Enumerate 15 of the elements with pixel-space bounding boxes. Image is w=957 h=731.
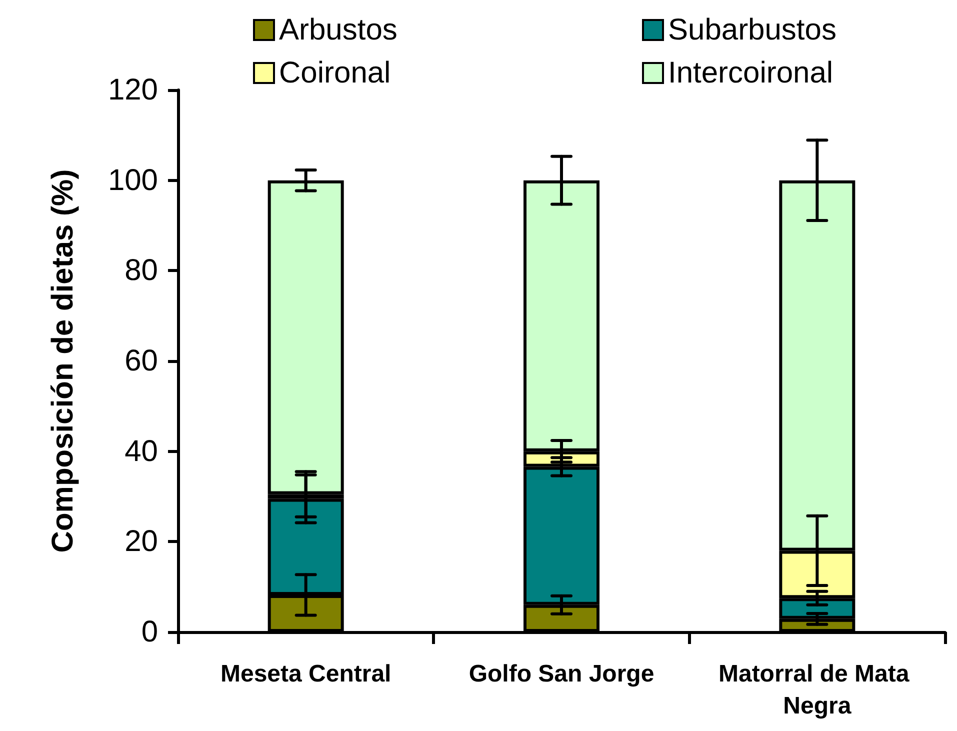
legend-label: Intercoironal [668, 56, 834, 90]
x-tick-label: Golfo San Jorge [468, 660, 654, 688]
y-tick-label: 0 [141, 616, 158, 648]
legend-label: Arbustos [279, 14, 398, 46]
y-tick-label: 20 [124, 525, 158, 558]
x-tick-label: Meseta Central [220, 660, 392, 688]
y-tick-label: 40 [124, 434, 158, 468]
y-tick-label: 100 [108, 164, 158, 197]
x-tick-label: Matorral de Mata Negra [718, 660, 916, 720]
y-tick-label: 80 [124, 254, 158, 288]
y-axis-title: Composición de dietas (%) [46, 169, 80, 553]
legend-label: Coironal [279, 56, 391, 90]
y-tick-label: 120 [108, 74, 158, 106]
legend-label: Subarbustos [668, 14, 836, 46]
y-tick-label: 60 [124, 344, 158, 378]
